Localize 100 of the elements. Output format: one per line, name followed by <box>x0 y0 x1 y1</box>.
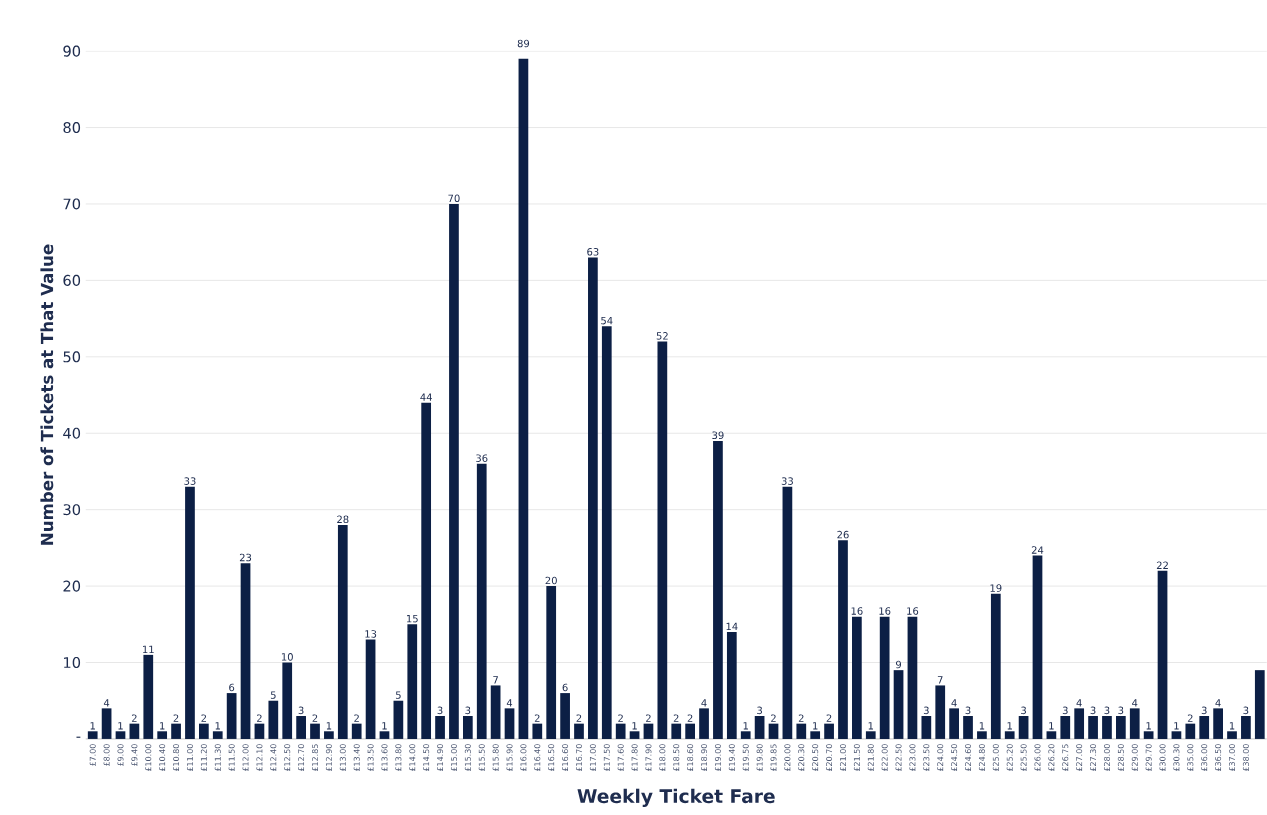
data-label: 10 <box>281 653 293 661</box>
bar <box>226 693 237 740</box>
data-label: 4 <box>951 699 957 707</box>
bar <box>1060 716 1071 740</box>
y-tick-label: 20 <box>63 580 81 592</box>
bar <box>240 563 251 740</box>
data-label: 2 <box>618 714 623 722</box>
bar <box>171 723 181 740</box>
bar <box>921 716 932 740</box>
bar <box>435 716 445 740</box>
data-label: 16 <box>907 607 919 615</box>
data-label: 1 <box>743 722 748 730</box>
y-tick-label: 30 <box>63 504 81 516</box>
bar <box>865 731 876 740</box>
bar <box>1241 716 1251 740</box>
bar <box>393 700 404 740</box>
bar <box>462 716 473 740</box>
data-label: 1 <box>632 722 637 730</box>
bar <box>713 441 723 740</box>
bar <box>546 586 557 740</box>
data-label: 19 <box>990 584 1002 593</box>
data-label: 89 <box>517 39 530 48</box>
bar <box>504 708 515 740</box>
y-tick-label: 50 <box>63 351 81 363</box>
bar <box>310 723 320 740</box>
bar <box>796 723 807 740</box>
data-label: 4 <box>506 699 513 707</box>
bar <box>824 723 834 740</box>
bar <box>1199 716 1210 740</box>
data-label: 1 <box>868 722 874 730</box>
bar <box>1018 716 1029 740</box>
data-label: 44 <box>420 393 432 402</box>
data-label: 1 <box>1174 722 1179 730</box>
bar <box>421 402 432 740</box>
bar <box>1171 731 1182 740</box>
bar <box>157 731 168 740</box>
data-label: 24 <box>1031 546 1044 554</box>
data-label: 1 <box>118 722 123 730</box>
data-label: 3 <box>1118 706 1124 715</box>
bar <box>657 341 668 740</box>
bar <box>115 731 126 740</box>
bar <box>87 731 98 740</box>
bar <box>990 593 1001 740</box>
data-label: 2 <box>1187 714 1193 722</box>
data-label: 3 <box>965 706 971 715</box>
y-tick-label: 60 <box>63 275 81 287</box>
data-label: 36 <box>476 454 488 463</box>
data-label: 5 <box>395 691 401 700</box>
data-label: 1 <box>1146 722 1151 730</box>
bar <box>879 616 890 740</box>
y-tick-label: 80 <box>63 122 81 134</box>
data-label: 13 <box>365 630 377 638</box>
bar <box>963 716 973 740</box>
data-label: 3 <box>465 706 471 715</box>
bar <box>407 624 418 740</box>
data-label: 3 <box>1062 706 1068 715</box>
data-label: 20 <box>545 576 557 585</box>
bar <box>838 540 848 740</box>
data-label: 39 <box>712 431 724 440</box>
bar <box>949 708 959 740</box>
data-label: 2 <box>826 714 832 722</box>
bar <box>754 716 765 740</box>
data-label: 3 <box>298 706 304 715</box>
bar <box>379 731 390 740</box>
y-tick-label: 70 <box>63 198 81 210</box>
bar <box>296 716 306 740</box>
data-label: 7 <box>493 676 498 684</box>
bar <box>1088 716 1098 740</box>
bar <box>629 731 640 740</box>
data-label: 5 <box>270 691 276 700</box>
bar <box>101 708 112 740</box>
bar <box>935 685 946 740</box>
data-label: 4 <box>1215 699 1221 707</box>
data-label: 3 <box>757 706 762 715</box>
data-label: 1 <box>1049 722 1054 730</box>
data-label: 2 <box>687 714 693 722</box>
data-label: 33 <box>781 477 793 486</box>
data-label: 9 <box>896 660 902 669</box>
bar <box>324 731 334 740</box>
bar <box>977 731 987 740</box>
bar <box>337 525 348 740</box>
data-label: 2 <box>646 714 651 722</box>
data-label: 4 <box>1076 699 1082 707</box>
bar <box>490 685 501 740</box>
data-label: 54 <box>601 317 613 325</box>
bar <box>852 616 862 740</box>
data-label: 2 <box>201 714 207 722</box>
data-label: 2 <box>576 714 582 722</box>
data-label: 1 <box>160 722 165 730</box>
y-tick-label: 10 <box>64 657 81 669</box>
data-label: 26 <box>837 531 849 539</box>
data-label: 33 <box>184 477 196 486</box>
data-label: 14 <box>726 623 738 631</box>
x-axis-title: Weekly Ticket Fare <box>577 788 775 808</box>
data-label: 16 <box>879 607 891 615</box>
bar <box>1004 731 1015 740</box>
data-label: 1 <box>979 722 985 730</box>
bar <box>699 708 709 740</box>
bar <box>198 723 209 740</box>
bar <box>532 723 543 740</box>
